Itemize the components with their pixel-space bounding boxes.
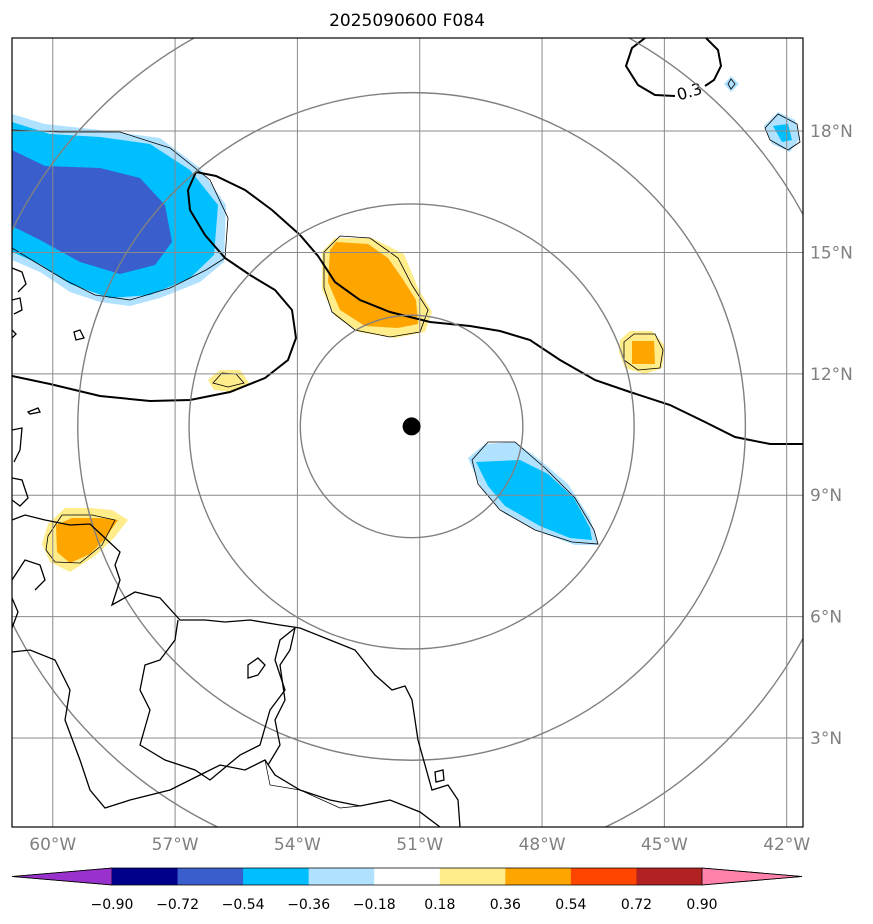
negative-anomaly-areas bbox=[12, 76, 800, 545]
bold-contour-line bbox=[12, 170, 803, 445]
colorbar-tick-label: 0.72 bbox=[621, 897, 652, 913]
longitude-label: 54°W bbox=[274, 835, 321, 855]
anomaly-area bbox=[632, 341, 655, 364]
anomaly-area bbox=[56, 518, 118, 563]
colorbar-segment bbox=[374, 868, 441, 885]
anomaly-area bbox=[328, 242, 418, 328]
gridlines bbox=[12, 38, 803, 827]
range-ring bbox=[77, 91, 747, 761]
latitude-label: 15°N bbox=[810, 243, 853, 263]
country-borders bbox=[164, 759, 361, 809]
colorbar-segment bbox=[505, 868, 572, 885]
coastline bbox=[12, 297, 23, 315]
latitude-label: 3°N bbox=[810, 729, 842, 749]
latitude-label: 12°N bbox=[810, 365, 853, 385]
coastline bbox=[12, 649, 441, 827]
colorbar-segment bbox=[439, 868, 506, 885]
colorbar-tick-label: 0.54 bbox=[555, 897, 586, 913]
colorbar-segment bbox=[243, 868, 310, 885]
longitude-label: 57°W bbox=[152, 835, 199, 855]
longitude-label: 42°W bbox=[763, 835, 810, 855]
colorbar-segment bbox=[636, 868, 703, 885]
coastline bbox=[139, 619, 296, 781]
contour-line bbox=[45, 514, 116, 564]
colorbar-tick-label: 0.18 bbox=[424, 897, 455, 913]
colorbar-tick-label: 0.36 bbox=[490, 897, 521, 913]
contour-line bbox=[623, 333, 664, 371]
colorbar-segment bbox=[308, 868, 375, 885]
colorbar-tick-label: −0.72 bbox=[156, 897, 199, 913]
coastline bbox=[12, 559, 46, 591]
colorbar-segment bbox=[177, 868, 244, 885]
longitude-label: 45°W bbox=[641, 835, 688, 855]
range-rings bbox=[12, 38, 803, 827]
colorbar-extend-low bbox=[11, 867, 113, 886]
range-ring bbox=[188, 203, 635, 650]
colorbar-tick-label: −0.54 bbox=[222, 897, 265, 913]
contour-label: 0.3 bbox=[675, 79, 705, 104]
anomaly-area bbox=[208, 370, 250, 392]
latitude-labels: 3°N 6°N 9°N 12°N 15°N 18°N bbox=[810, 122, 853, 749]
positive-anomaly-areas bbox=[42, 238, 665, 572]
contour-line bbox=[727, 78, 736, 90]
coastline bbox=[12, 477, 29, 507]
contour-line bbox=[212, 372, 245, 388]
latitude-label: 6°N bbox=[810, 608, 842, 628]
coastline bbox=[26, 407, 41, 415]
latitude-label: 9°N bbox=[810, 486, 842, 506]
longitude-label: 60°W bbox=[29, 835, 76, 855]
colorbar-extend-high bbox=[701, 867, 803, 886]
contour-line bbox=[764, 113, 801, 151]
longitude-label: 48°W bbox=[519, 835, 566, 855]
anomaly-area bbox=[773, 124, 792, 142]
colorbar-tick-label: −0.90 bbox=[91, 897, 134, 913]
storm-center-marker bbox=[402, 417, 421, 436]
coastline bbox=[267, 627, 296, 766]
bold-contours bbox=[12, 38, 803, 445]
colorbar-outline bbox=[11, 867, 803, 886]
country-border bbox=[164, 759, 361, 809]
colorbar-tick-label: −0.36 bbox=[287, 897, 330, 913]
map-area: 0.3 bbox=[12, 38, 803, 827]
coastline bbox=[73, 329, 85, 341]
latitude-label: 18°N bbox=[810, 122, 853, 142]
longitude-label: 51°W bbox=[396, 835, 443, 855]
anomaly-area bbox=[724, 76, 739, 92]
colorbar-segment bbox=[112, 868, 179, 885]
colorbar-segment bbox=[570, 868, 637, 885]
colorbar bbox=[11, 867, 803, 886]
coastline bbox=[12, 267, 27, 293]
map-frame bbox=[11, 37, 804, 828]
colorbar-tick-label: 0.90 bbox=[686, 897, 717, 913]
longitude-labels: 60°W 57°W 54°W 51°W 48°W 45°W 42°W bbox=[29, 835, 810, 855]
contour-line bbox=[471, 441, 599, 545]
colorbar-labels: −0.90 −0.72 −0.54 −0.36 −0.18 0.18 0.36 0.54 0.7… bbox=[91, 897, 718, 913]
contour-line bbox=[12, 129, 229, 301]
coastline bbox=[12, 514, 461, 827]
coastline bbox=[12, 427, 23, 463]
coastline bbox=[12, 329, 17, 339]
coastline bbox=[247, 657, 266, 679]
anomaly-area bbox=[476, 460, 592, 540]
colorbar-tick-label: −0.18 bbox=[353, 897, 396, 913]
range-ring bbox=[299, 314, 524, 539]
coastline bbox=[12, 597, 19, 629]
bold-contour-line bbox=[624, 38, 676, 97]
coastline bbox=[434, 769, 445, 783]
map-title: 2025090600 F084 bbox=[329, 11, 485, 31]
bold-contour-line bbox=[704, 38, 723, 87]
